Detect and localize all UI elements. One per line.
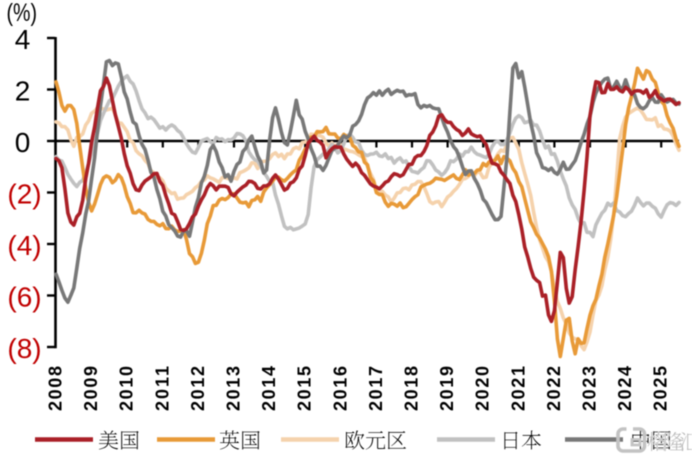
svg-text:2012: 2012 (188, 366, 208, 411)
svg-text:2019: 2019 (437, 366, 457, 411)
svg-text:2025: 2025 (651, 366, 671, 411)
svg-text:2: 2 (15, 76, 31, 107)
svg-text:2009: 2009 (81, 366, 101, 411)
svg-text:(2): (2) (7, 179, 41, 210)
svg-text:2020: 2020 (473, 366, 493, 411)
svg-text:2017: 2017 (366, 366, 386, 411)
svg-text:2010: 2010 (117, 366, 137, 411)
svg-text:2021: 2021 (508, 366, 528, 411)
svg-text:2013: 2013 (224, 366, 244, 411)
svg-text:(%): (%) (7, 0, 38, 27)
svg-text:0: 0 (15, 127, 31, 158)
svg-text:2018: 2018 (402, 366, 422, 411)
svg-text:2014: 2014 (259, 366, 279, 411)
svg-text:2008: 2008 (46, 366, 66, 411)
svg-text:(6): (6) (7, 282, 41, 313)
svg-text:4: 4 (15, 24, 31, 55)
svg-text:2023: 2023 (580, 366, 600, 411)
svg-text:(8): (8) (7, 333, 41, 364)
svg-text:2015: 2015 (295, 366, 315, 411)
svg-text:(4): (4) (7, 230, 41, 261)
svg-text:2022: 2022 (544, 366, 564, 411)
svg-text:2024: 2024 (615, 366, 635, 411)
svg-text:2016: 2016 (330, 366, 350, 411)
